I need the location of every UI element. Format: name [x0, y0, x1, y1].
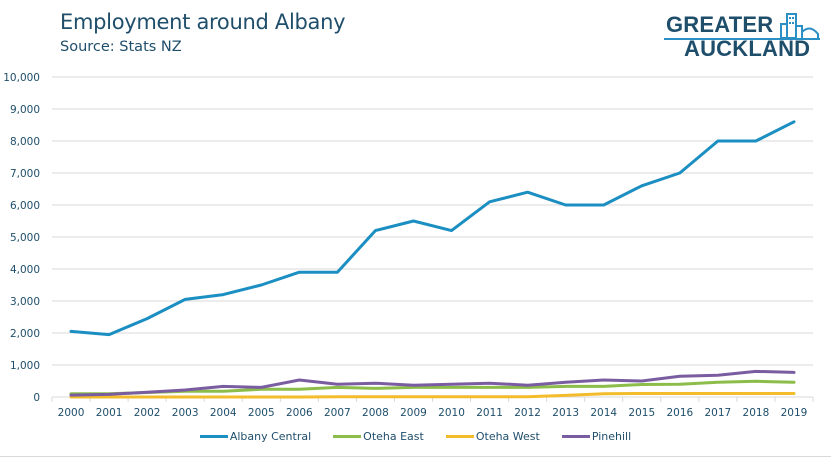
x-axis: 2000 2001 2002 2003 2004 2005 2006 2007 2008 2009…: [51, 396, 814, 419]
x-tick-label: 2019: [781, 407, 808, 419]
y-tick-label: 5,000: [10, 232, 40, 244]
y-tick-label: 1,000: [10, 360, 40, 372]
x-tick-label: 2004: [210, 407, 237, 419]
legend-item-oteha-east: Oteha East: [333, 430, 424, 443]
legend-swatch: [333, 435, 362, 438]
chart-title: Employment around Albany: [60, 10, 346, 34]
x-tick-label: 2003: [172, 407, 199, 419]
legend-item-albany-central: Albany Central: [199, 430, 312, 443]
y-tick-label: 10,000: [3, 72, 40, 84]
x-tick-label: 2017: [705, 407, 732, 419]
x-tick-label: 2000: [58, 407, 85, 419]
gridlines: [52, 76, 813, 366]
y-axis-ticks: 0 1,000 2,000 3,000 4,000 5,000 6,000 7,000 8,00…: [3, 72, 40, 404]
logo-rule: [664, 38, 820, 40]
legend-item-pinehill: Pinehill: [561, 430, 632, 443]
x-tick-label: 2006: [286, 407, 313, 419]
chart-subtitle: Source: Stats NZ: [60, 39, 182, 55]
x-tick-label: 2018: [743, 407, 770, 419]
line-chart: 0 1,000 2,000 3,000 4,000 5,000 6,000 7,000 8,00…: [3, 72, 814, 419]
x-tick-label: 2008: [362, 407, 389, 419]
y-tick-label: 7,000: [10, 168, 40, 180]
city-buildings-icon: [780, 13, 819, 39]
legend-item-oteha-west: Oteha West: [445, 430, 540, 443]
logo-text-line1: GREATER: [666, 12, 774, 37]
bottom-divider: [0, 456, 831, 457]
legend-swatch: [445, 435, 474, 438]
x-tick-label: 2012: [514, 407, 541, 419]
legend-label: Pinehill: [591, 430, 632, 443]
y-tick-label: 8,000: [10, 136, 40, 148]
x-tick-label: 2007: [324, 407, 351, 419]
series-line-oteha-east: [69, 379, 796, 396]
x-tick-label: 2011: [476, 407, 503, 419]
legend-label: Albany Central: [229, 430, 312, 443]
series-line-albany-central: [69, 120, 796, 337]
y-tick-label: 4,000: [10, 264, 40, 276]
logo-text-line2: AUCKLAND: [684, 36, 811, 61]
series-line-oteha-west: [69, 392, 796, 399]
legend-label: Oteha East: [363, 430, 424, 443]
x-tick-label: 2009: [400, 407, 427, 419]
x-tick-label: 2013: [552, 407, 579, 419]
x-tick-label: 2001: [96, 407, 123, 419]
y-tick-label: 0: [33, 392, 40, 404]
x-tick-label: 2010: [438, 407, 465, 419]
y-tick-label: 6,000: [10, 200, 40, 212]
legend-swatch: [561, 435, 590, 438]
x-tick-label: 2015: [628, 407, 655, 419]
series-lines: [69, 120, 796, 399]
legend-label: Oteha West: [475, 430, 540, 443]
x-tick-label: 2005: [248, 407, 275, 419]
x-tick-label: 2016: [666, 407, 693, 419]
y-tick-label: 2,000: [10, 328, 40, 340]
legend-swatch: [199, 435, 228, 438]
series-line-pinehill: [69, 369, 796, 397]
greater-auckland-logo: GREATER AUCKLAND: [664, 12, 824, 64]
x-tick-label: 2002: [134, 407, 161, 419]
legend: Albany Central Oteha East Oteha West Pin…: [0, 430, 831, 443]
y-tick-label: 3,000: [10, 296, 40, 308]
x-tick-label: 2014: [590, 407, 617, 419]
y-tick-label: 9,000: [10, 104, 40, 116]
